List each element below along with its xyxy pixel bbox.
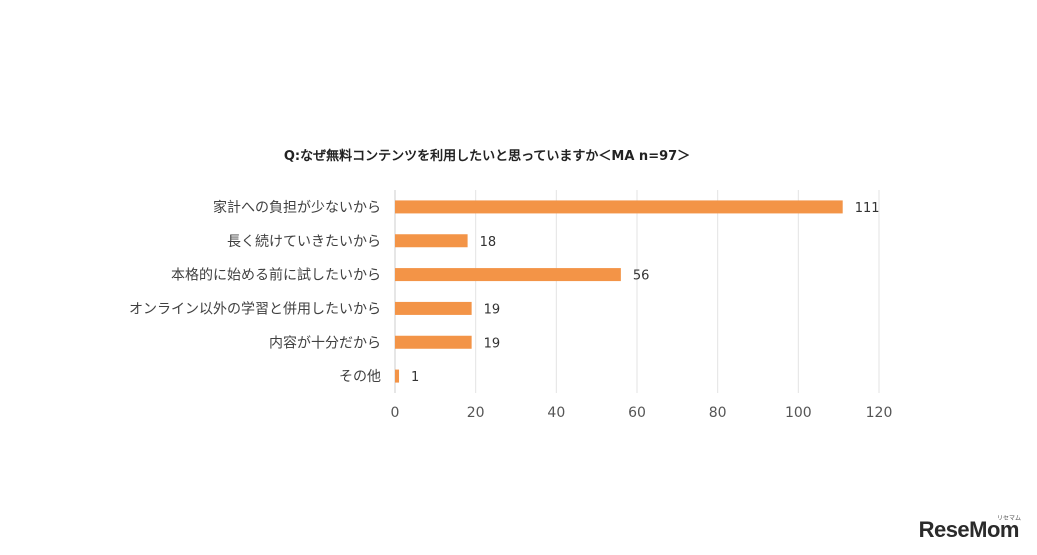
x-tick-label: 80 (709, 405, 727, 421)
x-tick-label: 0 (391, 405, 400, 421)
bar (395, 369, 400, 383)
category-label: オンライン以外の学習と併用したいから (129, 301, 381, 317)
chart-title: Q:なぜ無料コンテンツを利用したいと思っていますか＜MA n=97＞ (284, 148, 690, 164)
x-tick-label: 120 (866, 405, 893, 421)
category-label: 内容が十分だから (269, 334, 381, 351)
value-label: 1 (411, 370, 419, 385)
bar (395, 301, 472, 315)
category-label: その他 (339, 369, 381, 385)
x-tick-label: 60 (628, 405, 646, 421)
category-labels: 家計への負担が少ないから長く続けていきたいから本格的に始める前に試したいからオン… (129, 199, 381, 385)
value-label: 56 (633, 269, 650, 284)
value-labels: 111 18 56 19 19 1 (411, 201, 879, 385)
value-label: 19 (484, 336, 501, 351)
category-label: 家計への負担が少ないから (213, 199, 381, 216)
x-tick-label: 20 (467, 405, 485, 421)
x-tick-label: 40 (547, 405, 565, 421)
bar (395, 200, 843, 214)
value-label: 18 (480, 235, 497, 250)
logo-small-text: リセマム (996, 516, 1021, 522)
value-label: 19 (484, 302, 501, 317)
gridlines (394, 190, 880, 393)
x-tick-label: 100 (785, 405, 812, 421)
bars (395, 200, 843, 383)
bar (395, 268, 621, 282)
value-label: 111 (855, 201, 880, 216)
bar (395, 335, 472, 349)
bar (395, 234, 468, 248)
category-label: 長く続けていきたいから (227, 233, 381, 250)
category-label: 本格的に始める前に試したいから (171, 267, 381, 284)
logo-text: ReseMom (918, 517, 1020, 542)
resemom-logo: ReseMom リセマム (918, 516, 1021, 543)
x-axis-ticks: 0 20 40 60 80 100 120 (391, 405, 893, 421)
